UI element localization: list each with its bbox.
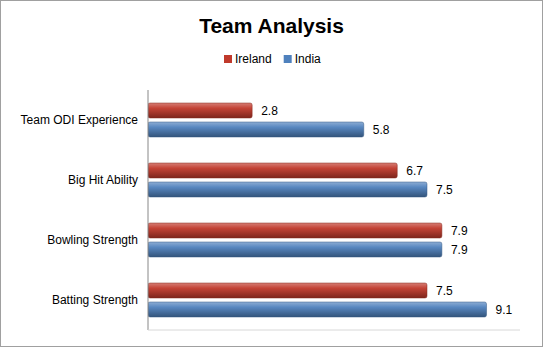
bars <box>148 103 487 317</box>
bar <box>148 283 427 298</box>
category-label: Team ODI Experience <box>21 113 139 127</box>
title: Team Analysis <box>199 14 344 37</box>
data-label: 9.1 <box>496 303 513 317</box>
category-label: Batting Strength <box>52 293 138 307</box>
bar <box>148 103 252 118</box>
category-label: Bowling Strength <box>47 233 138 247</box>
bar <box>148 223 442 238</box>
legend-label: Ireland <box>235 52 272 66</box>
chart: Team Analysis Ireland India 2.8 5.8 6.7 7.5 7.9… <box>0 0 543 347</box>
data-label: 6.7 <box>406 164 423 178</box>
data-label: 7.5 <box>436 284 453 298</box>
legend-swatch <box>224 55 232 63</box>
bar <box>148 302 487 317</box>
data-label: 7.9 <box>451 243 468 257</box>
bar <box>148 122 364 137</box>
bar <box>148 242 442 257</box>
legend-swatch <box>284 55 292 63</box>
data-label: 7.5 <box>436 183 453 197</box>
category-label: Big Hit Ability <box>68 173 138 187</box>
data-label: 2.8 <box>261 104 278 118</box>
data-label: 5.8 <box>373 123 390 137</box>
bar <box>148 182 427 197</box>
legend-label: India <box>295 52 321 66</box>
frame <box>1 1 543 347</box>
data-label: 7.9 <box>451 224 468 238</box>
category-axis <box>148 90 149 330</box>
value-axis <box>148 330 520 331</box>
bar <box>148 163 397 178</box>
labels: 2.8 5.8 6.7 7.5 7.9 7.9 7.5 9.1 <box>261 104 512 317</box>
